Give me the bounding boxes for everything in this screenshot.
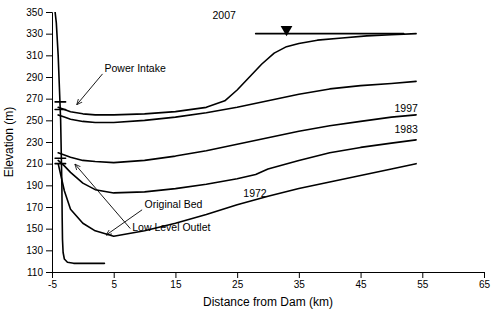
y-tick: 130 bbox=[26, 245, 52, 256]
x-tick: 35 bbox=[294, 272, 306, 290]
series-marker bbox=[281, 26, 293, 36]
x-tick-mark bbox=[237, 272, 238, 278]
y-tick: 190 bbox=[26, 180, 52, 191]
plot-area bbox=[55, 12, 416, 263]
annotation: Original Bed bbox=[145, 198, 203, 210]
y-tick-label: 330 bbox=[26, 28, 43, 39]
annotation: Low Level Outlet bbox=[132, 221, 210, 233]
series-line bbox=[55, 12, 104, 263]
series-line bbox=[55, 101, 65, 103]
y-tick-label: 190 bbox=[26, 180, 43, 191]
y-tick-mark bbox=[46, 164, 52, 165]
x-tick-mark bbox=[484, 272, 485, 278]
series-line bbox=[58, 164, 416, 237]
y-tick-label: 130 bbox=[26, 245, 43, 256]
y-tick-mark bbox=[46, 99, 52, 100]
x-tick: 45 bbox=[356, 272, 368, 290]
x-axis-title: Distance from Dam (km) bbox=[203, 295, 333, 309]
x-tick-label: 45 bbox=[356, 279, 368, 290]
annotation: 1972 bbox=[243, 187, 267, 199]
x-tick-label: 25 bbox=[232, 279, 244, 290]
y-tick-label: 110 bbox=[27, 267, 43, 278]
x-tick-mark bbox=[361, 272, 362, 278]
y-tick: 210 bbox=[26, 158, 52, 169]
y-tick-mark bbox=[46, 207, 52, 208]
y-tick: 170 bbox=[26, 202, 52, 213]
series-line bbox=[58, 34, 416, 115]
y-tick-mark bbox=[46, 272, 52, 273]
annotation: 2007 bbox=[212, 9, 236, 21]
x-axis-line bbox=[53, 273, 485, 279]
y-tick-mark bbox=[46, 142, 52, 143]
y-tick-label: 210 bbox=[26, 158, 43, 169]
x-tick: 55 bbox=[417, 272, 429, 290]
y-tick: 230 bbox=[26, 137, 52, 148]
x-tick: 65 bbox=[479, 272, 491, 290]
x-tick: 15 bbox=[170, 272, 182, 290]
y-tick-mark bbox=[46, 229, 52, 230]
y-axis: 110 130 150 170 190 210 230 250 270 290 310 330 350 bbox=[26, 7, 52, 278]
y-tick-mark bbox=[46, 77, 52, 78]
x-tick: 25 bbox=[232, 272, 244, 290]
y-tick-mark bbox=[46, 120, 52, 121]
x-tick-label: 55 bbox=[417, 279, 429, 290]
x-tick-mark bbox=[114, 272, 115, 278]
x-tick-label: -5 bbox=[48, 279, 57, 290]
y-tick: 290 bbox=[26, 72, 52, 83]
y-tick: 270 bbox=[26, 93, 52, 104]
y-tick-label: 170 bbox=[26, 202, 43, 213]
series-line bbox=[256, 33, 404, 35]
y-tick-label: 150 bbox=[26, 223, 43, 234]
annotation-arrow bbox=[77, 74, 103, 105]
annotation: Power Intake bbox=[104, 62, 165, 74]
y-tick-label: 310 bbox=[26, 50, 43, 61]
y-tick-label: 350 bbox=[26, 7, 43, 18]
annotation: 1997 bbox=[395, 102, 419, 114]
series-line bbox=[58, 81, 416, 122]
y-tick-label: 290 bbox=[26, 72, 43, 83]
y-tick: 350 bbox=[26, 7, 52, 18]
x-tick-mark bbox=[175, 272, 176, 278]
y-tick-label: 230 bbox=[26, 137, 43, 148]
x-tick-label: 15 bbox=[170, 279, 182, 290]
x-tick: 5 bbox=[111, 272, 117, 290]
y-tick-label: 270 bbox=[26, 93, 43, 104]
y-tick-mark bbox=[46, 185, 52, 186]
y-axis-line bbox=[46, 13, 53, 273]
x-tick-label: 65 bbox=[479, 279, 491, 290]
chart: -5 5 15 25 35 45 55 65 110 130 150 170 190 210 230 250 2… bbox=[0, 0, 500, 312]
y-tick-label: 250 bbox=[26, 115, 43, 126]
x-tick-label: 35 bbox=[294, 279, 306, 290]
annotations: Power Intake 2007 1997 1983 1972 Original Bed… bbox=[104, 9, 418, 233]
x-tick-mark bbox=[422, 272, 423, 278]
x-tick: -5 bbox=[48, 272, 57, 290]
annotation: 1983 bbox=[395, 123, 419, 135]
y-tick-mark bbox=[46, 250, 52, 251]
y-tick: 250 bbox=[26, 115, 52, 126]
y-tick-mark bbox=[46, 34, 52, 35]
x-axis: -5 5 15 25 35 45 55 65 bbox=[48, 272, 490, 290]
x-tick-mark bbox=[299, 272, 300, 278]
x-tick-label: 5 bbox=[111, 279, 117, 290]
y-tick: 330 bbox=[26, 28, 52, 39]
y-tick-mark bbox=[46, 12, 52, 13]
y-tick: 110 bbox=[27, 267, 52, 278]
series-line bbox=[58, 140, 416, 193]
y-tick-mark bbox=[46, 55, 52, 56]
y-axis-title: Elevation (m) bbox=[2, 107, 16, 178]
y-tick: 310 bbox=[26, 50, 52, 61]
series-line bbox=[55, 157, 65, 159]
annotation-arrow bbox=[75, 164, 130, 228]
y-tick: 150 bbox=[26, 223, 52, 234]
